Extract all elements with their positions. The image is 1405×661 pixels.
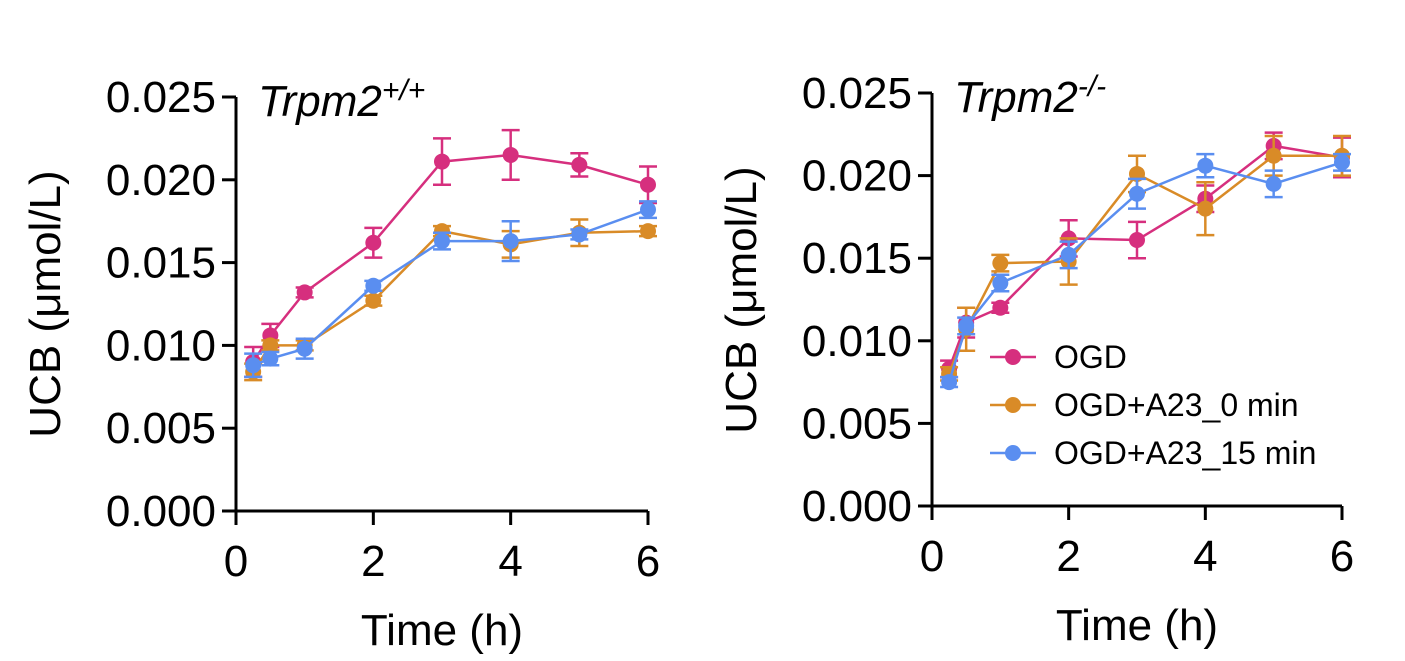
data-point <box>365 292 382 309</box>
data-point <box>941 374 958 391</box>
x-axis-label: Time (h) <box>1056 601 1218 650</box>
panel-trpm2-knockout: 0.000 0.005 0.010 0.015 0.020 0.025 0 2 4 6 Time (… <box>717 69 1354 650</box>
data-point <box>1129 232 1145 249</box>
y-axis-label: UCB (μmol/L) <box>717 166 766 433</box>
legend-label: OGD+A23_15 min <box>1054 435 1316 471</box>
data-point <box>245 357 262 374</box>
legend-label: OGD+A23_0 min <box>1054 387 1299 423</box>
x-tick-label: 6 <box>1330 532 1354 581</box>
panel-title-superscript: -/- <box>1078 70 1106 103</box>
data-point <box>365 234 382 251</box>
legend-label: OGD <box>1054 339 1127 375</box>
series-line <box>252 153 649 363</box>
data-point <box>1265 175 1282 192</box>
data-point <box>640 223 656 240</box>
y-tick-label: 0.005 <box>106 404 216 453</box>
x-tick-label: 0 <box>224 537 248 586</box>
y-tick-label: 0.000 <box>106 487 216 536</box>
panel-title-superscript: +/+ <box>382 74 425 107</box>
data-point <box>640 176 656 193</box>
data-point <box>502 233 519 250</box>
data-point <box>296 340 313 357</box>
y-tick-label: 0.005 <box>802 399 912 448</box>
data-point <box>571 156 588 173</box>
x-tick-label: 2 <box>361 537 385 586</box>
data-point <box>434 233 450 250</box>
data-point <box>1197 200 1214 217</box>
y-tick-label: 0.020 <box>802 152 912 201</box>
panel-title: Trpm2+/+ <box>258 74 425 126</box>
legend: OGD OGD+A23_0 min OGD+A23_15 min <box>990 339 1316 471</box>
legend-marker <box>1005 445 1021 461</box>
legend-marker <box>1005 349 1021 365</box>
x-tick-label: 6 <box>636 537 660 586</box>
y-tick-label: 0.015 <box>106 239 216 288</box>
data-point <box>502 146 519 163</box>
panel-title-main: Trpm2 <box>954 73 1078 122</box>
legend-marker <box>1005 397 1021 413</box>
y-axis-label: UCB (μmol/L) <box>21 170 70 437</box>
y-tick-label: 0.015 <box>802 234 912 283</box>
y-tick-label: 0.025 <box>802 69 912 118</box>
panel-title: Trpm2-/- <box>954 70 1106 122</box>
data-point <box>1129 185 1145 202</box>
y-tick-label: 0.000 <box>802 482 912 531</box>
data-point <box>365 277 382 294</box>
data-point <box>992 255 1009 272</box>
data-point <box>992 299 1009 316</box>
data-point <box>571 226 588 243</box>
data-point <box>640 201 656 218</box>
x-tick-label: 2 <box>1056 532 1080 581</box>
data-point <box>296 284 313 301</box>
panel-trpm2-wildtype: 0.000 0.005 0.010 0.015 0.020 0.025 0 2 4 6 Time (… <box>21 73 660 655</box>
y-tick-label: 0.025 <box>106 73 216 122</box>
series-ogd-a23-15-min <box>244 200 657 379</box>
series-ogd-a23-15-min <box>940 152 1351 391</box>
y-tick-label: 0.010 <box>802 317 912 366</box>
data-point <box>1265 147 1282 164</box>
y-tick-label: 0.020 <box>106 156 216 205</box>
x-tick-label: 4 <box>1193 532 1217 581</box>
y-tick-label: 0.010 <box>106 321 216 370</box>
data-point <box>958 317 975 334</box>
data-point <box>1060 246 1077 263</box>
x-tick-label: 0 <box>920 532 944 581</box>
data-point <box>992 274 1009 291</box>
panel-title-main: Trpm2 <box>258 77 382 126</box>
data-point <box>1334 154 1350 171</box>
data-point <box>262 350 279 367</box>
x-axis-label: Time (h) <box>361 606 523 655</box>
x-tick-label: 4 <box>498 537 522 586</box>
data-point <box>262 337 279 354</box>
data-point <box>434 153 450 170</box>
data-point <box>1197 157 1214 174</box>
